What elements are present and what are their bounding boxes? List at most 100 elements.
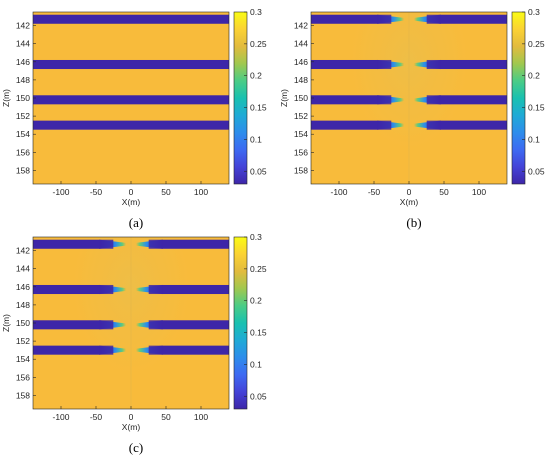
colorbar-tick-label: 0.25	[250, 39, 267, 49]
plot-area	[311, 12, 507, 184]
colorbar-tick-label: 0.25	[250, 264, 267, 274]
layer-tip-left-core	[99, 345, 114, 355]
layer-tip-right-core	[148, 345, 163, 355]
y-tick-label: 158	[16, 390, 30, 400]
y-tick-label: 154	[16, 129, 30, 139]
y-tick-label: 146	[294, 57, 308, 67]
y-tick-label: 152	[16, 336, 30, 346]
layer-band-right	[440, 14, 507, 24]
y-tick-label: 152	[16, 111, 30, 121]
colorbar-tick-label: 0.25	[528, 39, 545, 49]
layer-band-left	[311, 59, 378, 70]
y-tick-label: 154	[16, 354, 30, 364]
layer-band-left	[311, 95, 378, 105]
y-tick-label: 156	[16, 147, 30, 157]
colorbar-tick-label: 0.15	[528, 103, 545, 113]
layer-band	[33, 59, 229, 70]
y-tick-label: 144	[294, 39, 308, 49]
y-tick-label: 148	[294, 75, 308, 85]
y-tick-label: 144	[16, 264, 30, 274]
x-tick-label: 50	[161, 187, 171, 197]
layer-band-left	[33, 284, 100, 295]
y-tick-label: 142	[294, 21, 308, 31]
plot-area	[33, 12, 229, 184]
colorbar-tick-label: 0.1	[250, 359, 262, 369]
y-tick-label: 148	[16, 75, 30, 85]
colorbar-tick-label: 0.05	[250, 166, 267, 176]
x-axis-label: X(m)	[400, 197, 419, 207]
layer-band-right	[440, 95, 507, 105]
x-tick-label: 50	[161, 412, 171, 422]
layer-tip-left-core	[99, 320, 114, 330]
y-tick-label: 150	[16, 318, 30, 328]
x-tick-label: 100	[472, 187, 486, 197]
layer-band-right	[162, 320, 229, 330]
plot-area	[33, 237, 229, 409]
panel-label: (c)	[129, 440, 143, 455]
colorbar	[511, 11, 526, 185]
panel-label: (a)	[129, 215, 143, 230]
x-tick-label: 0	[129, 187, 134, 197]
layer-tip-right-core	[148, 320, 163, 330]
layer-band-left	[33, 345, 100, 355]
layer-tip-left-core	[99, 239, 114, 249]
colorbar-tick-label: 0.3	[528, 7, 540, 17]
x-tick-label: -50	[90, 187, 103, 197]
x-tick-label: -50	[368, 187, 381, 197]
layer-tip-left-core	[377, 120, 392, 130]
layer-tip-left-core	[377, 14, 392, 24]
panel-a: 142 144 146 148 150 152 154 156 158 -100 -50 0 50 100…	[1, 7, 267, 230]
y-tick-label: 142	[16, 21, 30, 31]
colorbar-tick-label: 0.3	[250, 232, 262, 242]
layer-tip-left-core	[377, 95, 392, 105]
layer-tip-right-core	[148, 284, 163, 295]
x-tick-label: 0	[129, 412, 134, 422]
layer-band-right	[162, 284, 229, 295]
colorbar-tick-label: 0.2	[250, 296, 262, 306]
y-tick-label: 156	[294, 147, 308, 157]
y-tick-label: 146	[16, 282, 30, 292]
colorbar-tick-label: 0.2	[250, 71, 262, 81]
colorbar-tick-label: 0.1	[528, 134, 540, 144]
y-tick-label: 144	[16, 39, 30, 49]
colorbar-tick-label: 0.05	[250, 391, 267, 401]
y-tick-label: 152	[294, 111, 308, 121]
layer-band-left	[311, 120, 378, 130]
layer-band-right	[162, 239, 229, 249]
x-tick-label: -100	[52, 412, 69, 422]
colorbar-tick-label: 0.1	[250, 134, 262, 144]
y-axis-label: Z(m)	[1, 89, 11, 107]
layer-band-right	[440, 120, 507, 130]
colorbar-tick-label: 0.2	[528, 71, 540, 81]
layer-tip-right-core	[426, 95, 441, 105]
colorbar	[233, 11, 248, 185]
colorbar-tick-label: 0.05	[528, 166, 545, 176]
x-axis-label: X(m)	[122, 422, 141, 432]
layer-tip-right-core	[426, 59, 441, 70]
layer-band-right	[440, 59, 507, 70]
y-axis-label: Z(m)	[1, 314, 11, 332]
x-tick-label: -50	[90, 412, 103, 422]
layer-tip-left-core	[99, 284, 114, 295]
x-tick-label: -100	[330, 187, 347, 197]
panel-b: 142 144 146 148 150 152 154 156 158 -100 -50 0 50 100…	[279, 7, 545, 230]
layer-band	[33, 120, 229, 130]
x-tick-label: -100	[52, 187, 69, 197]
y-tick-label: 146	[16, 57, 30, 67]
x-tick-label: 100	[194, 187, 208, 197]
colorbar-tick-label: 0.15	[250, 328, 267, 338]
layer-band-left	[33, 320, 100, 330]
y-tick-label: 142	[16, 246, 30, 256]
y-tick-label: 158	[16, 165, 30, 175]
y-tick-label: 156	[16, 372, 30, 382]
x-tick-label: 0	[407, 187, 412, 197]
layer-tip-right-core	[426, 14, 441, 24]
colorbar	[233, 236, 248, 410]
layer-band-right	[162, 345, 229, 355]
colorbar-tick-label: 0.3	[250, 7, 262, 17]
layer-tip-right-core	[148, 239, 163, 249]
colorbar-tick-label: 0.15	[250, 103, 267, 113]
layer-tip-right-core	[426, 120, 441, 130]
y-tick-label: 150	[294, 93, 308, 103]
